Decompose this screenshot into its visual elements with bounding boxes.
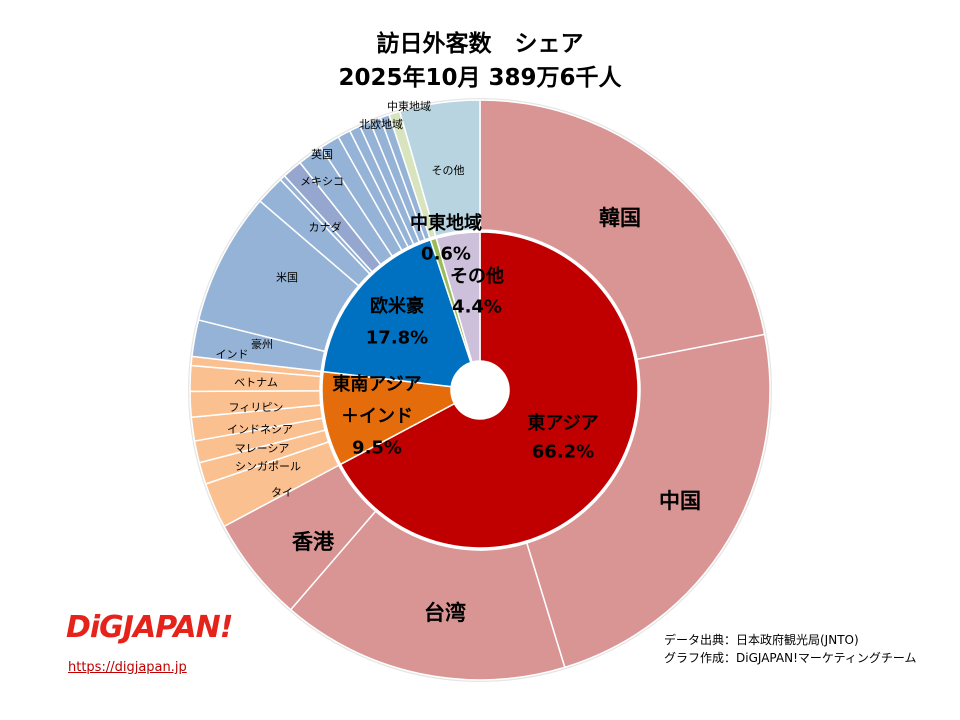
chart-title-line1: 訪日外客数 シェア xyxy=(376,31,584,57)
inner-value-label: 17.8% xyxy=(365,327,429,349)
outer-label: 豪州 xyxy=(251,338,273,351)
outer-label: 英国 xyxy=(311,148,333,161)
inner-slice-2 xyxy=(322,239,472,388)
outer-label: 台湾 xyxy=(424,601,466,625)
inner-label: その他 xyxy=(450,266,504,287)
outer-label: カナダ xyxy=(308,221,342,234)
outer-label: シンガポール xyxy=(235,460,301,473)
outer-label: インド xyxy=(215,348,249,361)
inner-label: 東南アジア xyxy=(332,374,422,395)
outer-label: マレーシア xyxy=(234,442,290,455)
outer-label: 中国 xyxy=(659,489,701,513)
inner-label: 中東地域 xyxy=(410,213,482,234)
chart-title-line2: 2025年10月 389万6千人 xyxy=(338,65,622,91)
data-source: データ出典：日本政府観光局(JNTO) xyxy=(664,633,859,647)
inner-slice-1 xyxy=(321,370,456,466)
outer-label: タイ xyxy=(271,486,293,499)
digjapan-logo: DiGJAPAN! xyxy=(66,610,233,645)
outer-slice-0 xyxy=(479,99,766,361)
outer-label: インドネシア xyxy=(227,423,293,436)
inner-slice-4 xyxy=(435,231,481,364)
outer-slice-2 xyxy=(289,510,566,681)
inner-label: 欧米豪 xyxy=(370,296,424,317)
outer-label: その他 xyxy=(431,164,465,177)
outer-label: 韓国 xyxy=(599,206,641,230)
inner-slice-0 xyxy=(339,231,639,549)
outer-label: 北欧地域 xyxy=(359,118,403,131)
inner-label: 東アジア xyxy=(527,413,599,434)
outer-label: 米国 xyxy=(276,271,298,284)
outer-label: メキシコ xyxy=(300,175,344,188)
inner-value-label: 0.6% xyxy=(421,243,471,265)
inner-label: ＋インド xyxy=(341,406,413,427)
outer-slice-24 xyxy=(398,99,481,238)
chart-author: グラフ作成：DiGJAPAN!マーケティングチーム xyxy=(664,651,917,665)
chart-outline xyxy=(188,98,772,682)
inner-value-label: 4.4% xyxy=(452,296,502,318)
inner-value-label: 66.2% xyxy=(531,441,595,463)
outer-label: ベトナム xyxy=(234,376,278,389)
outer-label: 中東地域 xyxy=(387,100,431,113)
outer-label: 香港 xyxy=(292,530,334,554)
outer-label: フィリピン xyxy=(228,401,284,414)
digjapan-link[interactable]: https://digjapan.jp xyxy=(68,660,187,675)
inner-value-label: 9.5% xyxy=(352,437,402,459)
outer-slice-1 xyxy=(525,333,771,669)
